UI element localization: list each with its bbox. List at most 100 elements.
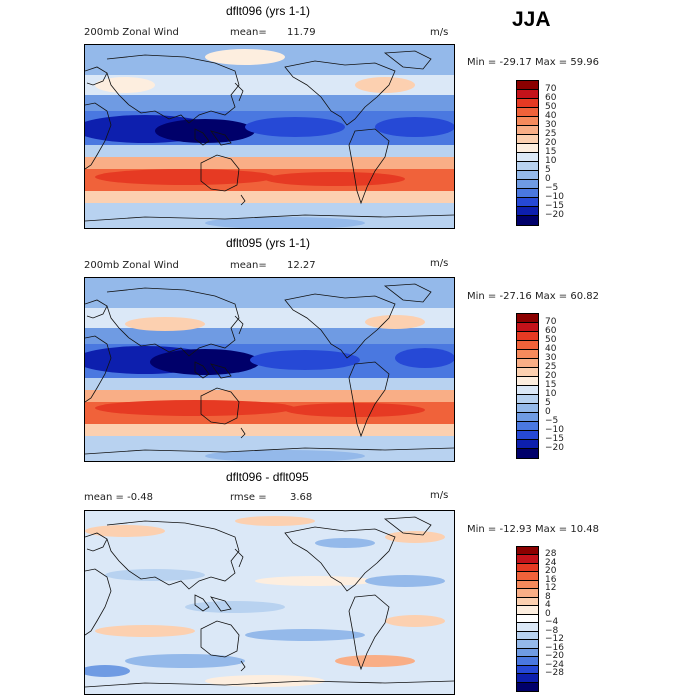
colorbar-tick-label: −28 [545, 668, 564, 679]
colorbar-tick-label: 50 [545, 102, 557, 112]
colorbar-swatch [517, 332, 538, 341]
colorbar-tick-label: 12 [545, 583, 557, 594]
colorbar-tick-label: 60 [545, 93, 557, 103]
colorbar-tick-label: 16 [545, 574, 557, 585]
colorbar-swatch [517, 440, 538, 449]
colorbar-swatch [517, 580, 538, 590]
colorbar-swatch [517, 314, 538, 323]
colorbar-tick-label: −16 [545, 642, 564, 653]
colorbar-tick-label: −20 [545, 443, 564, 453]
colorbar-tick-label: 30 [545, 353, 557, 363]
colorbar-tick-label: 50 [545, 335, 557, 345]
colorbar-tick-label: 20 [545, 566, 557, 577]
colorbar-tick-label: 15 [545, 380, 557, 390]
panel-1-min-value: -29.17 [499, 57, 532, 68]
colorbar-swatch [517, 606, 538, 615]
colorbar-swatch [517, 572, 538, 581]
colorbar-swatch [517, 198, 538, 207]
panel-3-max-label: Max = [534, 524, 568, 535]
panel-2-mean-label: mean= [230, 260, 267, 271]
colorbar-tick-label: −5 [545, 183, 559, 193]
colorbar-swatch [517, 674, 538, 683]
colorbar-tick-label: −4 [545, 617, 559, 628]
colorbar-tick-label: 0 [545, 608, 551, 619]
colorbar-swatch [517, 413, 538, 422]
colorbar-swatch [517, 631, 538, 641]
colorbar-tick-label: 70 [545, 84, 557, 94]
colorbar-tick-label: 15 [545, 147, 557, 157]
panel-3-title: dflt096 - dflt095 [226, 470, 309, 484]
colorbar-swatch [517, 657, 538, 666]
colorbar-swatch [517, 189, 538, 198]
colorbar-swatch [517, 135, 538, 144]
colorbar-swatch [517, 563, 538, 573]
panel-3-min-label: Min = [467, 524, 497, 535]
panel-3-min-value: -12.93 [499, 524, 532, 535]
colorbar-tick-label: −10 [545, 425, 564, 435]
panel-3-mean: mean = -0.48 [84, 492, 153, 503]
colorbar-swatch [517, 171, 538, 180]
panel-2-max-value: 60.82 [570, 291, 599, 302]
colorbar-tick-label: −15 [545, 201, 564, 211]
colorbar-tick-label: 5 [545, 398, 551, 408]
panel-2-variable: 200mb Zonal Wind [84, 260, 179, 271]
colorbar-swatch [517, 81, 538, 90]
colorbar-swatch [517, 597, 538, 607]
colorbar-swatch [517, 180, 538, 189]
colorbar-tick-label: 0 [545, 174, 551, 184]
colorbar-swatch [517, 449, 538, 458]
colorbar-swatch [517, 422, 538, 431]
colorbar-tick-label: −15 [545, 434, 564, 444]
colorbar-swatch [517, 614, 538, 624]
panel-1-minmax: Min = -29.17 Max = 59.96 [467, 57, 599, 68]
colorbar-tick-label: 8 [545, 591, 551, 602]
colorbar-tick-label: −20 [545, 210, 564, 220]
colorbar-swatch [517, 589, 538, 598]
panel-3-minmax: Min = -12.93 Max = 10.48 [467, 524, 599, 535]
colorbar-swatch [517, 395, 538, 404]
panel-1-mean-label: mean= [230, 27, 267, 38]
colorbar-tick-label: 30 [545, 120, 557, 130]
colorbar-tick-label: −12 [545, 634, 564, 645]
season-label: JJA [512, 8, 551, 31]
panel-3-map [84, 510, 455, 695]
panel-1-map [84, 44, 455, 229]
colorbar-tick-label: 10 [545, 389, 557, 399]
colorbar-tick-label: 0 [545, 407, 551, 417]
panel-1-colorbar [516, 80, 539, 226]
colorbar-tick-label: 28 [545, 549, 557, 560]
panel-3-max-value: 10.48 [570, 524, 599, 535]
colorbar-swatch [517, 350, 538, 359]
colorbar-swatch [517, 431, 538, 440]
panel-1-mean-value: 11.79 [287, 27, 316, 38]
colorbar-tick-label: 5 [545, 165, 551, 175]
colorbar-tick-label: 25 [545, 129, 557, 139]
panel-2-map [84, 277, 455, 462]
colorbar-swatch [517, 117, 538, 126]
colorbar-tick-label: −20 [545, 651, 564, 662]
colorbar-swatch [517, 99, 538, 108]
colorbar-swatch [517, 640, 538, 649]
colorbar-swatch [517, 377, 538, 386]
colorbar-tick-label: −8 [545, 625, 559, 636]
colorbar-tick-label: −10 [545, 192, 564, 202]
colorbar-swatch [517, 648, 538, 658]
panel-1-max-label: Max = [534, 57, 568, 68]
colorbar-tick-label: 20 [545, 138, 557, 148]
colorbar-swatch [517, 90, 538, 99]
colorbar-tick-label: 25 [545, 362, 557, 372]
colorbar-swatch [517, 108, 538, 117]
colorbar-swatch [517, 153, 538, 162]
colorbar-swatch [517, 359, 538, 368]
colorbar-swatch [517, 386, 538, 395]
colorbar-swatch [517, 368, 538, 377]
colorbar-tick-label: −5 [545, 416, 559, 426]
panel-2-min-label: Min = [467, 291, 497, 302]
colorbar-swatch [517, 665, 538, 675]
colorbar-swatch [517, 207, 538, 216]
colorbar-tick-label: 40 [545, 344, 557, 354]
panel-3-rmse-label: rmse = [230, 492, 267, 503]
colorbar-swatch [517, 341, 538, 350]
panel-2-colorbar [516, 313, 539, 459]
panel-2-minmax: Min = -27.16 Max = 60.82 [467, 291, 599, 302]
